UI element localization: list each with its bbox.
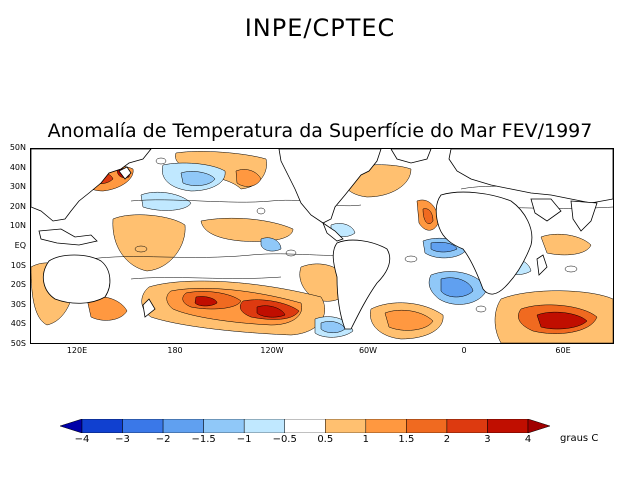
contour-loop — [256, 207, 266, 215]
contour-loop — [475, 305, 487, 313]
latitude-label: 30N — [9, 182, 26, 192]
warm-patch — [256, 305, 286, 318]
colorbar-tick-label: −2 — [155, 434, 171, 445]
warm-patch — [112, 214, 186, 272]
warm-patch — [540, 234, 592, 256]
longitude-label: 60W — [358, 346, 378, 355]
colorbar-bin — [162, 419, 204, 433]
land-africa — [435, 191, 533, 295]
cool-patch — [430, 242, 458, 253]
land-greenland — [390, 149, 432, 164]
cool-patch — [140, 192, 192, 211]
map-canvas — [31, 149, 613, 343]
colorbar-bin — [203, 419, 245, 433]
contour-loop — [564, 265, 578, 273]
colorbar-bin — [406, 419, 448, 433]
land-australia — [42, 254, 111, 304]
latitude-label: 40N — [9, 162, 26, 172]
longitude-label: 60E — [555, 346, 571, 355]
contour-loop — [285, 249, 297, 257]
colorbar-tick-label: 2 — [443, 434, 451, 445]
map-title: Anomalía de Temperatura da Superfície do… — [47, 120, 593, 142]
colorbar-tick-label: 3 — [484, 434, 491, 445]
latitude-label: 30S — [10, 299, 26, 309]
colorbar-tick-label: −4 — [74, 434, 90, 445]
colorbar-tick-label: 0.5 — [317, 434, 334, 445]
land-central-america — [322, 221, 344, 242]
latitude-label: 50N — [9, 143, 26, 152]
latitude-label: 20N — [9, 201, 26, 211]
land-madagascar — [536, 254, 548, 276]
warm-patch — [536, 311, 588, 330]
anomaly-patches — [31, 151, 613, 343]
colorbar-tick-label: 1 — [362, 434, 369, 445]
contour-loop — [155, 157, 167, 165]
warm-patch — [194, 296, 218, 307]
colorbar-bin — [81, 419, 123, 433]
colorbar-bin — [487, 419, 529, 433]
land-masses — [31, 149, 613, 330]
land-north-america — [278, 149, 382, 224]
longitude-label: 120E — [66, 346, 88, 355]
colorbar-tick-label: −0.5 — [272, 434, 297, 445]
latitude-label: 40S — [10, 319, 26, 329]
longitude-label: 120W — [260, 346, 284, 355]
land-japan — [118, 166, 132, 180]
latitude-label: EQ — [14, 241, 26, 250]
contour-loop — [134, 245, 148, 253]
land-europe — [448, 149, 613, 204]
land-asia — [31, 149, 152, 222]
warm-patch — [235, 169, 262, 187]
colorbar-bin — [446, 419, 488, 433]
sst-anomaly-map — [30, 148, 614, 344]
land-arabia — [530, 198, 562, 222]
colorbar — [60, 419, 550, 433]
cool-patch — [180, 171, 216, 186]
colorbar-bin — [527, 419, 550, 433]
warm-patch — [200, 217, 294, 242]
longitude-label: 0 — [461, 346, 467, 355]
colorbar-bin — [284, 419, 326, 433]
warm-patch — [384, 310, 434, 331]
colorbar-bin — [365, 419, 407, 433]
land-indonesia — [38, 228, 98, 246]
colorbar-tick-label: −1 — [236, 434, 252, 445]
units-label: graus C — [560, 433, 599, 444]
contour-loop — [404, 255, 418, 263]
warm-patch — [422, 208, 434, 224]
colorbar-tick-label: −3 — [115, 434, 130, 445]
latitude-label: 10S — [10, 260, 26, 270]
cool-patch — [260, 237, 282, 252]
cool-patch — [440, 277, 474, 298]
colorbar-bin — [243, 419, 285, 433]
colorbar-bins — [60, 419, 550, 433]
land-new-zealand — [142, 298, 156, 318]
contour-line — [90, 252, 362, 260]
contour-line — [130, 276, 282, 280]
colorbar-bin — [60, 419, 83, 433]
organization-title: INPE/CPTEC — [244, 14, 396, 42]
colorbar-bin — [325, 419, 367, 433]
land-india — [570, 200, 598, 232]
colorbar-tick-label: −1.5 — [191, 434, 216, 445]
latitude-label: 10N — [9, 221, 26, 231]
small-contours — [134, 157, 578, 313]
latitude-label: 20S — [10, 280, 26, 290]
longitude-label: 180 — [167, 346, 183, 355]
latitude-label: 50S — [10, 339, 26, 348]
colorbar-bin — [122, 419, 164, 433]
colorbar-tick-label: 4 — [524, 434, 532, 445]
land-south-america — [332, 239, 391, 330]
colorbar-tick-label: 1.5 — [398, 434, 415, 445]
